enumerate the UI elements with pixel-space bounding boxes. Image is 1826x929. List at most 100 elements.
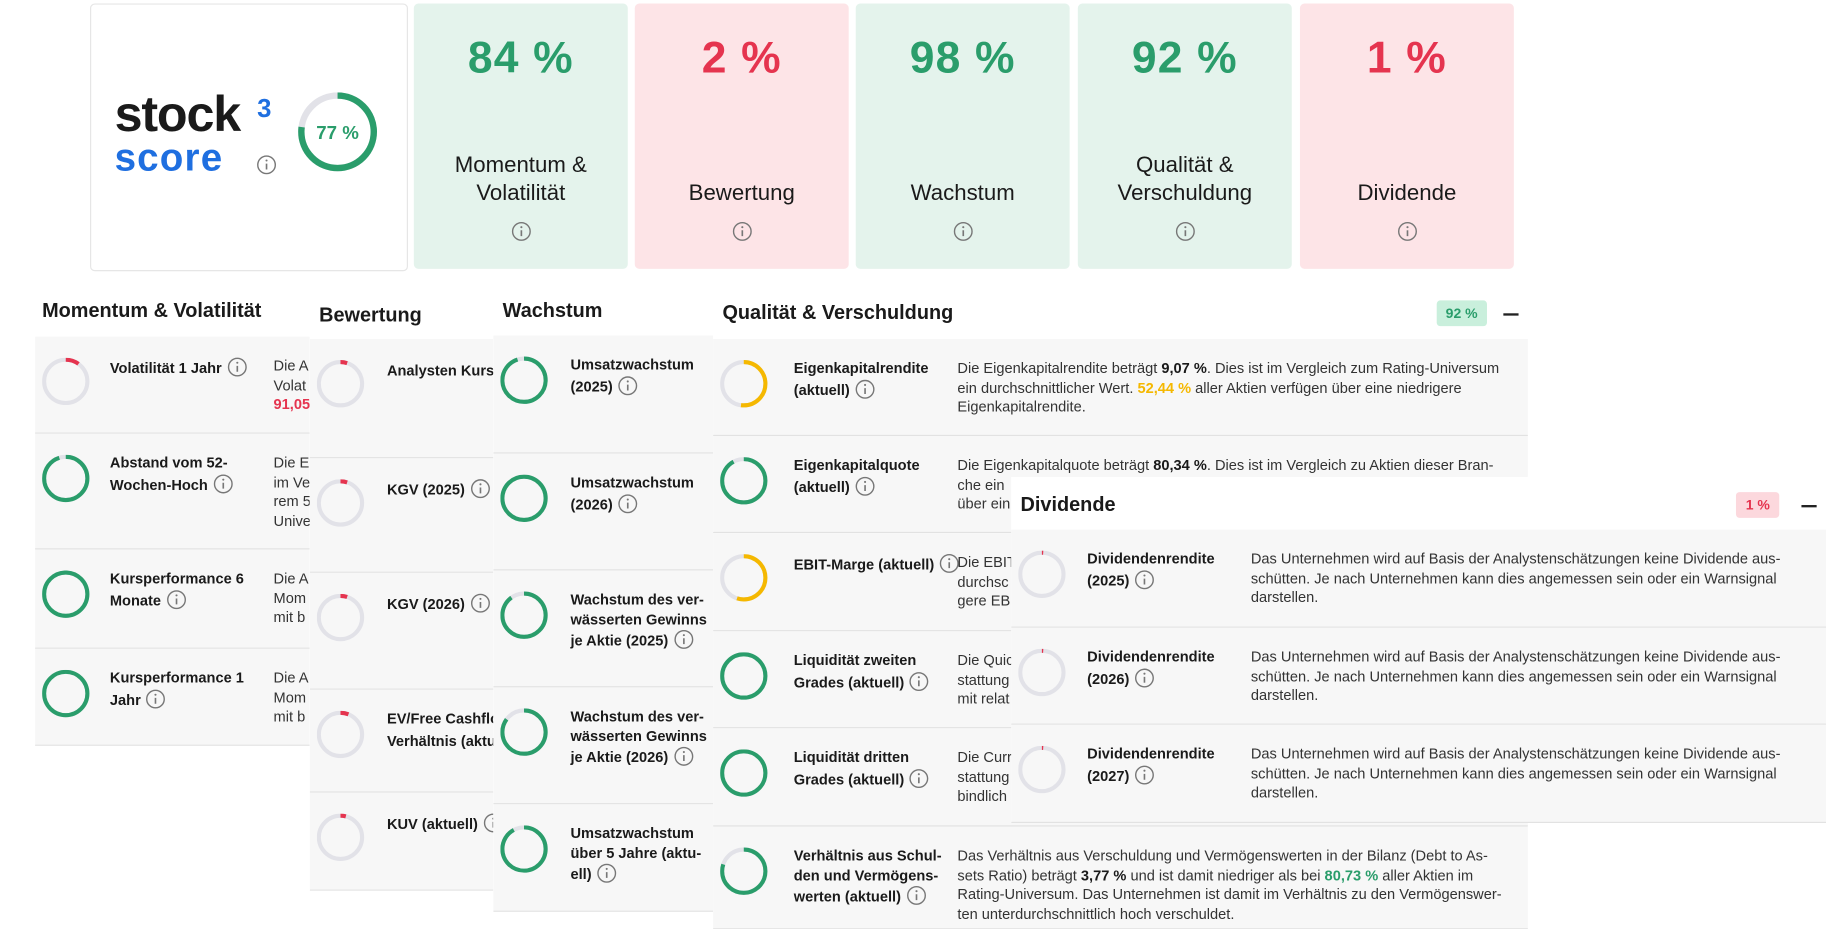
ring-holder (720, 847, 768, 895)
info-icon[interactable] (939, 553, 960, 579)
ring-arc (720, 652, 768, 700)
description-text: Die Quic (957, 652, 1014, 669)
info-icon[interactable] (909, 767, 930, 793)
ring-holder (720, 749, 768, 797)
ring-holder (1018, 745, 1066, 794)
ring-holder (42, 454, 90, 503)
description-line: Eigenkapitalrendite. (957, 397, 1499, 416)
description-text: Die A (273, 669, 309, 687)
info-icon[interactable] (166, 589, 187, 615)
score-ring (500, 474, 548, 522)
item-description: Die EBIT durchsc gere EB (957, 553, 1015, 611)
collapse-button[interactable] (1801, 505, 1817, 508)
item-label: Liquidität dritten Grades (aktuell) (794, 748, 930, 794)
description-text: 9,07 % (1161, 360, 1207, 377)
info-icon-graphic (673, 746, 693, 766)
info-icon[interactable] (213, 473, 234, 499)
info-dot (1405, 226, 1408, 229)
info-icon[interactable] (145, 688, 166, 714)
ring-holder (500, 356, 548, 404)
item-label-line: Kursperformance 6 (109, 570, 244, 587)
logo-ring: 77 % (298, 92, 378, 172)
score-ring: 77 % (298, 92, 378, 172)
info-circle (939, 553, 959, 573)
item-description: Die Quic stattung mit relat (957, 651, 1013, 709)
panel-title: Wachstum (502, 299, 603, 322)
description-text: im Ve (273, 474, 310, 491)
info-icon[interactable] (617, 375, 638, 401)
info-icon[interactable] (1134, 764, 1155, 790)
info-icon[interactable] (510, 221, 531, 248)
ring-track (316, 360, 365, 408)
info-icon[interactable] (483, 812, 494, 838)
score-row: KGV (2026) (309, 572, 494, 690)
info-icon-graphic (909, 768, 929, 788)
score-row: Kursperformance 6 Monate Die A Mom mit b (35, 549, 310, 649)
info-icon[interactable] (731, 221, 752, 248)
info-icon[interactable] (952, 221, 973, 248)
item-label-line: Umsatzwachstum (570, 356, 694, 373)
info-icon[interactable] (1396, 221, 1417, 248)
ring-holder (1018, 550, 1066, 598)
info-dot (961, 226, 964, 229)
item-label: Wachstum des ver-wässerten Gewinns je Akt… (570, 590, 707, 655)
info-dot (863, 480, 867, 483)
info-icon[interactable] (673, 629, 694, 655)
info-icon[interactable] (909, 670, 930, 696)
item-label-line: Wachstum des ver- (570, 708, 704, 725)
info-circle (213, 473, 233, 493)
description-text: mit relat (957, 690, 1010, 708)
info-icon[interactable] (617, 493, 638, 519)
info-circle (1135, 569, 1155, 589)
description-text: und ist damit niedriger als bei (1126, 866, 1325, 884)
item-label: KGV (2026) (387, 593, 491, 619)
info-icon[interactable] (906, 885, 927, 911)
info-icon-graphic (1135, 667, 1155, 687)
item-label: Eigenkapitalquote (aktuell) (794, 456, 920, 502)
score-row: KUV (aktuell) (309, 792, 494, 891)
info-icon-graphic (483, 813, 494, 833)
info-icon[interactable] (470, 593, 491, 619)
ring-arc (316, 813, 365, 861)
score-row: Analysten Kursz (309, 339, 494, 459)
info-icon[interactable] (1134, 667, 1155, 693)
item-label-line: Grades (aktuell) (794, 767, 930, 793)
info-icon-graphic (146, 689, 166, 708)
info-icon[interactable] (226, 357, 247, 383)
info-icon[interactable] (256, 154, 277, 181)
info-icon[interactable] (470, 478, 491, 504)
score-row: Umsatzwachstum über 5 Jahre (aktu-ell) (493, 804, 714, 912)
ring-holder (500, 825, 548, 873)
score-row: Dividendenrendite (2025) Das Unternehmen w… (1011, 529, 1826, 628)
description-text: . Dies ist im Vergleich zu Aktien dieser… (1206, 457, 1494, 474)
info-dot (154, 693, 158, 696)
ring-holder (720, 652, 768, 700)
description-line: rem 5 (274, 492, 310, 511)
ring-arc (500, 591, 548, 639)
info-icon[interactable] (854, 475, 875, 501)
item-label-line: Kursperformance 1 (109, 669, 244, 687)
collapse-button[interactable] (1503, 313, 1519, 316)
ring-arc (500, 825, 548, 873)
ring-track (1018, 745, 1066, 794)
item-description: Die A Mom mit b (274, 569, 309, 627)
item-label: EV/Free Cashflo Verhältnis (aktu (387, 710, 493, 756)
info-icon[interactable] (1134, 569, 1155, 595)
info-icon[interactable] (673, 746, 694, 772)
info-circle (1397, 221, 1417, 241)
item-description: Die Curr stattung bindlich (957, 748, 1011, 806)
info-icon[interactable] (854, 378, 875, 404)
description-text: ein durchschnittlicher Wert. (957, 379, 1138, 396)
item-label-line: je Aktie (2026) (570, 746, 706, 772)
info-icon[interactable] (1174, 221, 1195, 248)
description-text: Die Eigenkapitalrendite beträgt (957, 360, 1162, 377)
item-label-line: KGV (2026) (387, 593, 491, 619)
item-description: Die E im Ve rem 5 Unive (274, 454, 310, 531)
item-label-line: Eigenkapitalquote (793, 457, 920, 474)
info-icon-graphic (953, 221, 973, 241)
info-icon[interactable] (596, 863, 617, 889)
info-dot (1143, 672, 1146, 675)
info-icon-graphic (511, 221, 531, 241)
description-line: Die A (274, 669, 309, 688)
